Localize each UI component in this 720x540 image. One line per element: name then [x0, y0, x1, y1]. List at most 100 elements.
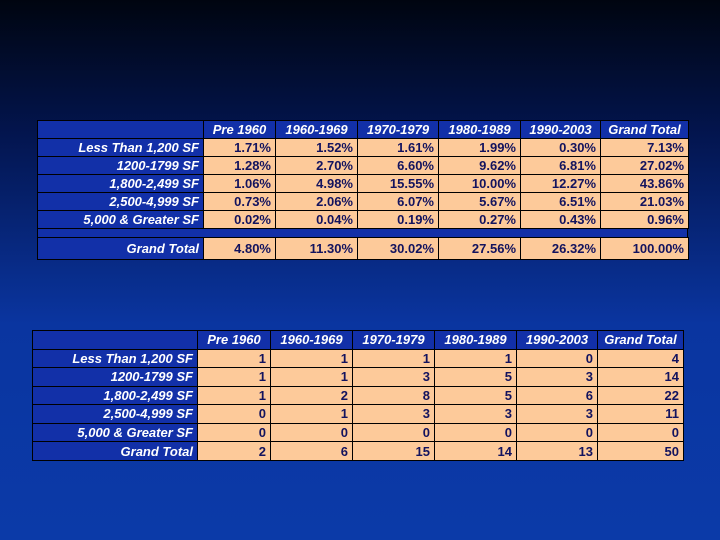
data-cell: 1.71% — [203, 138, 276, 157]
data-cell: 1 — [352, 348, 435, 368]
column-header: 1980-1989 — [438, 120, 521, 139]
data-cell: 11 — [597, 404, 684, 424]
data-cell: 4 — [597, 348, 684, 368]
total-cell: 13 — [516, 441, 598, 461]
data-cell: 27.02% — [600, 156, 689, 175]
total-cell: 15 — [352, 441, 435, 461]
data-cell: 0.30% — [520, 138, 601, 157]
total-cell: 27.56% — [438, 237, 521, 260]
data-cell: 0.27% — [438, 210, 521, 229]
data-cell: 6 — [516, 385, 598, 405]
data-cell: 14 — [597, 367, 684, 387]
data-cell: 6.81% — [520, 156, 601, 175]
data-cell: 8 — [352, 385, 435, 405]
total-label: Grand Total — [37, 237, 204, 260]
total-label: Grand Total — [32, 441, 198, 461]
column-header: 1980-1989 — [434, 330, 517, 350]
data-cell: 3 — [434, 404, 517, 424]
data-cell: 1 — [270, 348, 353, 368]
column-header: Grand Total — [597, 330, 684, 350]
data-cell: 5 — [434, 385, 517, 405]
data-cell: 10.00% — [438, 174, 521, 193]
row-label: Less Than 1,200 SF — [32, 348, 198, 368]
data-cell: 12.27% — [520, 174, 601, 193]
row-label: 2,500-4,999 SF — [37, 192, 204, 211]
data-cell: 9.62% — [438, 156, 521, 175]
column-header: Pre 1960 — [197, 330, 271, 350]
data-cell: 0 — [597, 422, 684, 442]
data-cell: 0.73% — [203, 192, 276, 211]
row-label: 1,800-2,499 SF — [32, 385, 198, 405]
total-cell: 50 — [597, 441, 684, 461]
corner-cell — [37, 120, 204, 139]
data-cell: 1 — [434, 348, 517, 368]
row-label: 1200-1799 SF — [37, 156, 204, 175]
data-cell: 5 — [434, 367, 517, 387]
data-cell: 6.51% — [520, 192, 601, 211]
data-cell: 1.52% — [275, 138, 358, 157]
data-cell: 1.61% — [357, 138, 439, 157]
row-label: 5,000 & Greater SF — [32, 422, 198, 442]
column-header: 1990-2003 — [516, 330, 598, 350]
data-cell: 0.96% — [600, 210, 689, 229]
data-cell: 3 — [352, 404, 435, 424]
data-cell: 0 — [434, 422, 517, 442]
total-cell: 14 — [434, 441, 517, 461]
total-cell: 11.30% — [275, 237, 358, 260]
column-header: 1990-2003 — [520, 120, 601, 139]
column-header: 1970-1979 — [352, 330, 435, 350]
data-cell: 1 — [197, 367, 271, 387]
column-header: 1960-1969 — [275, 120, 358, 139]
data-cell: 6.60% — [357, 156, 439, 175]
row-label: Less Than 1,200 SF — [37, 138, 204, 157]
total-cell: 4.80% — [203, 237, 276, 260]
data-cell: 0 — [197, 404, 271, 424]
row-label: 2,500-4,999 SF — [32, 404, 198, 424]
data-cell: 5.67% — [438, 192, 521, 211]
row-label: 1200-1799 SF — [32, 367, 198, 387]
data-cell: 2 — [270, 385, 353, 405]
data-cell: 0 — [516, 348, 598, 368]
data-cell: 3 — [352, 367, 435, 387]
data-cell: 0 — [197, 422, 271, 442]
column-header: Grand Total — [600, 120, 689, 139]
total-cell: 30.02% — [357, 237, 439, 260]
data-cell: 0.19% — [357, 210, 439, 229]
data-cell: 15.55% — [357, 174, 439, 193]
column-header: 1960-1969 — [270, 330, 353, 350]
corner-cell — [32, 330, 198, 350]
data-cell: 1.99% — [438, 138, 521, 157]
data-cell: 3 — [516, 404, 598, 424]
data-cell: 3 — [516, 367, 598, 387]
data-cell: 1 — [270, 367, 353, 387]
data-cell: 22 — [597, 385, 684, 405]
data-cell: 0 — [352, 422, 435, 442]
data-cell: 0 — [270, 422, 353, 442]
data-table: Pre 1960 1960-1969 1970-1979 1980-1989 1990-… — [32, 330, 684, 461]
data-cell: 1 — [197, 385, 271, 405]
row-label: 5,000 & Greater SF — [37, 210, 204, 229]
data-cell: 21.03% — [600, 192, 689, 211]
data-cell: 4.98% — [275, 174, 358, 193]
data-cell: 0 — [516, 422, 598, 442]
data-cell: 1 — [270, 404, 353, 424]
data-cell: 6.07% — [357, 192, 439, 211]
total-cell: 100.00% — [600, 237, 689, 260]
data-table: Pre 1960 1960-1969 1970-1979 1980-1989 1990-… — [37, 120, 689, 260]
total-cell: 26.32% — [520, 237, 601, 260]
data-cell: 7.13% — [600, 138, 689, 157]
column-header: Pre 1960 — [203, 120, 276, 139]
data-cell: 1.28% — [203, 156, 276, 175]
data-cell: 2.06% — [275, 192, 358, 211]
total-cell: 2 — [197, 441, 271, 461]
data-cell: 1.06% — [203, 174, 276, 193]
row-label: 1,800-2,499 SF — [37, 174, 204, 193]
total-cell: 6 — [270, 441, 353, 461]
data-cell: 2.70% — [275, 156, 358, 175]
data-cell: 43.86% — [600, 174, 689, 193]
column-header: 1970-1979 — [357, 120, 439, 139]
data-cell: 0.43% — [520, 210, 601, 229]
data-cell: 0.04% — [275, 210, 358, 229]
data-cell: 1 — [197, 348, 271, 368]
